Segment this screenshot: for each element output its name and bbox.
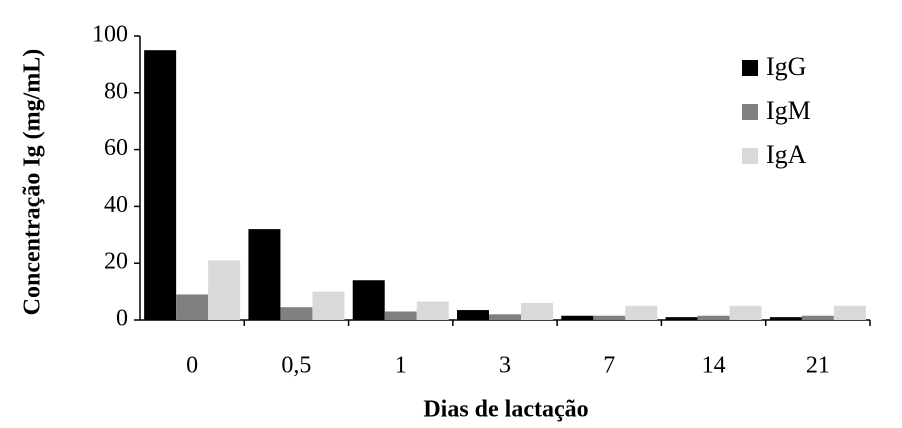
- y-tick-label: 60: [104, 135, 128, 161]
- y-tick-label: 80: [104, 78, 128, 104]
- x-tick-label: 14: [702, 353, 726, 379]
- y-tick-label: 40: [104, 192, 128, 218]
- legend-swatch-igg: [742, 60, 758, 76]
- x-axis-title: Dias de lactação: [423, 397, 588, 423]
- bar-igg: [144, 50, 177, 320]
- y-axis-title-group: Concentração Ig (mg/mL): [20, 49, 46, 316]
- legend-swatch-igm: [742, 104, 758, 120]
- bar-igg: [352, 280, 385, 320]
- y-tick-label: 100: [92, 22, 128, 48]
- x-tick-label: 3: [499, 353, 511, 379]
- bar-igm: [489, 314, 521, 320]
- x-tick-label: 21: [806, 353, 830, 379]
- bar-iga: [312, 291, 345, 320]
- legend-label-igg: IgG: [766, 52, 806, 81]
- bar-iga: [208, 260, 241, 320]
- bar-iga: [416, 301, 449, 320]
- bar-igg: [561, 315, 594, 320]
- y-axis-title: Concentração Ig (mg/mL): [20, 49, 46, 316]
- bar-igg: [665, 317, 698, 320]
- plot-area: 0 20 40 60 80 100 0 0,5 1 3 7 14 21: [92, 22, 871, 379]
- x-tick-label: 7: [603, 353, 615, 379]
- x-tick-label: 1: [395, 353, 407, 379]
- x-tick-label: 0,5: [281, 353, 311, 379]
- bar-iga: [625, 305, 658, 320]
- x-tick-label: 0: [186, 353, 198, 379]
- y-tick-label: 0: [116, 306, 128, 332]
- legend-swatch-iga: [742, 148, 758, 164]
- bar-igg: [457, 310, 489, 320]
- bar-igm: [280, 307, 313, 320]
- bar-iga: [521, 302, 553, 320]
- bar-igm: [176, 294, 209, 320]
- bar-igg: [769, 317, 802, 320]
- bar-iga: [833, 305, 866, 320]
- legend: IgG IgM IgA: [742, 52, 811, 169]
- bar-igm: [384, 311, 417, 320]
- bar-igm: [801, 315, 834, 320]
- bar-igm: [593, 315, 626, 320]
- bar-igg: [248, 229, 281, 320]
- y-tick-label: 20: [104, 249, 128, 275]
- legend-label-igm: IgM: [766, 96, 811, 125]
- bar-iga: [729, 305, 762, 320]
- bar-igm: [697, 315, 730, 320]
- legend-label-iga: IgA: [766, 140, 807, 169]
